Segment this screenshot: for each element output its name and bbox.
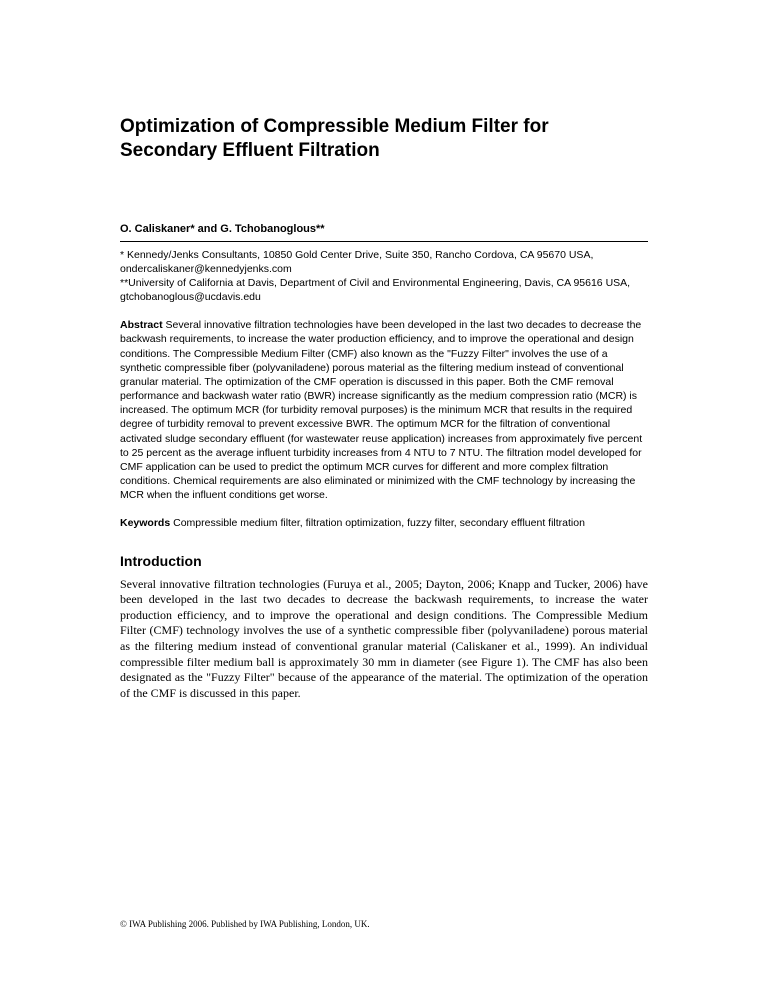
affiliations-block: * Kennedy/Jenks Consultants, 10850 Gold … [120,248,648,305]
authors-line: O. Caliskaner* and G. Tchobanoglous** [120,223,648,235]
keywords-text: Compressible medium filter, filtration o… [170,517,585,529]
document-page: Optimization of Compressible Medium Filt… [0,0,768,994]
introduction-paragraph: Several innovative filtration technologi… [120,577,648,702]
abstract-text: Several innovative filtration technologi… [120,319,642,501]
copyright-footer: © IWA Publishing 2006. Published by IWA … [120,919,648,929]
paper-title: Optimization of Compressible Medium Filt… [120,115,648,163]
introduction-heading: Introduction [120,553,648,569]
keywords-block: Keywords Compressible medium filter, fil… [120,516,648,530]
keywords-label: Keywords [120,517,170,529]
abstract-label: Abstract [120,319,163,331]
author-divider [120,241,648,242]
abstract-block: Abstract Several innovative filtration t… [120,318,648,502]
